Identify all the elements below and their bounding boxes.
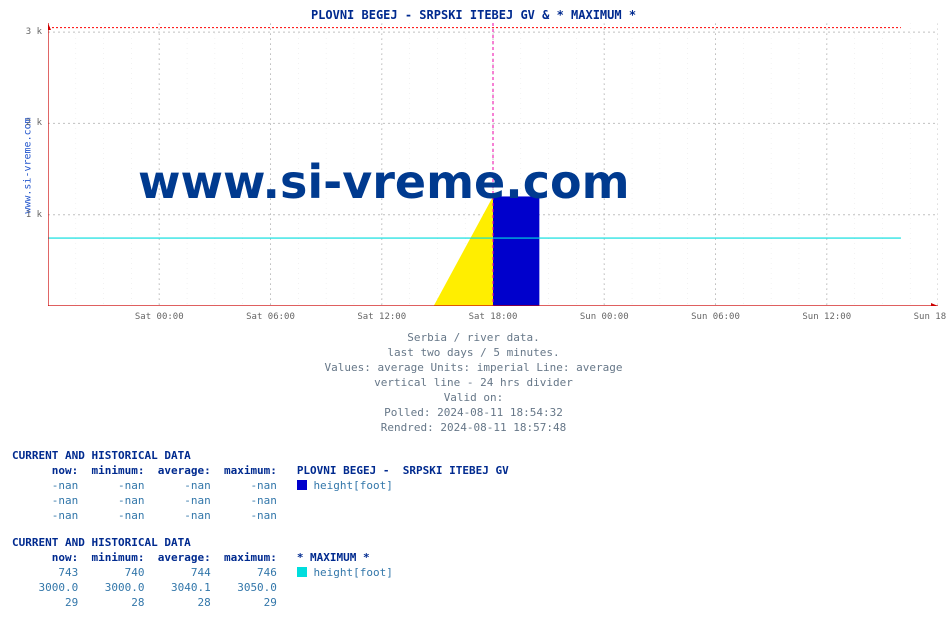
y-tick: 1 k — [6, 210, 42, 220]
data-row: -nan -nan -nan -nan — [12, 493, 509, 508]
x-tick: Sun 00:00 — [580, 312, 629, 322]
data-block-title: CURRENT AND HISTORICAL DATA — [12, 535, 393, 550]
subtitle-line: Serbia / river data. — [0, 330, 947, 345]
y-tick: 3 k — [6, 27, 42, 37]
plot-area — [48, 23, 938, 306]
data-row: -nan -nan -nan -nan — [12, 508, 509, 523]
x-tick: Sun 18:00 — [914, 312, 947, 322]
x-tick: Sat 18:00 — [469, 312, 518, 322]
chart-subtitle: Serbia / river data.last two days / 5 mi… — [0, 330, 947, 435]
subtitle-line: vertical line - 24 hrs divider — [0, 375, 947, 390]
data-block: CURRENT AND HISTORICAL DATA now: minimum… — [12, 535, 393, 610]
data-block: CURRENT AND HISTORICAL DATA now: minimum… — [12, 448, 509, 523]
subtitle-line: Polled: 2024-08-11 18:54:32 — [0, 405, 947, 420]
data-row: 743 740 744 746 height[foot] — [12, 565, 393, 580]
legend-swatch — [297, 567, 307, 577]
data-block-title: CURRENT AND HISTORICAL DATA — [12, 448, 509, 463]
x-tick: Sat 06:00 — [246, 312, 295, 322]
data-columns-row: now: minimum: average: maximum: * MAXIMU… — [12, 550, 393, 565]
subtitle-line: Rendred: 2024-08-11 18:57:48 — [0, 420, 947, 435]
subtitle-line: Values: average Units: imperial Line: av… — [0, 360, 947, 375]
subtitle-line: Valid on: — [0, 390, 947, 405]
x-tick: Sat 12:00 — [357, 312, 406, 322]
chart-container: PLOVNI BEGEJ - SRPSKI ITEBEJ GV & * MAXI… — [0, 0, 947, 620]
data-row: 3000.0 3000.0 3040.1 3050.0 — [12, 580, 393, 595]
chart-title: PLOVNI BEGEJ - SRPSKI ITEBEJ GV & * MAXI… — [0, 8, 947, 22]
data-row: -nan -nan -nan -nan height[foot] — [12, 478, 509, 493]
x-tick: Sun 06:00 — [691, 312, 740, 322]
subtitle-line: last two days / 5 minutes. — [0, 345, 947, 360]
data-row: 29 28 28 29 — [12, 595, 393, 610]
legend-unit: height[foot] — [313, 479, 392, 492]
legend-swatch — [297, 480, 307, 490]
x-tick: Sun 12:00 — [802, 312, 851, 322]
legend-unit: height[foot] — [313, 566, 392, 579]
y-tick: 2 k — [6, 118, 42, 128]
data-columns-row: now: minimum: average: maximum: PLOVNI B… — [12, 463, 509, 478]
x-tick: Sat 00:00 — [135, 312, 184, 322]
